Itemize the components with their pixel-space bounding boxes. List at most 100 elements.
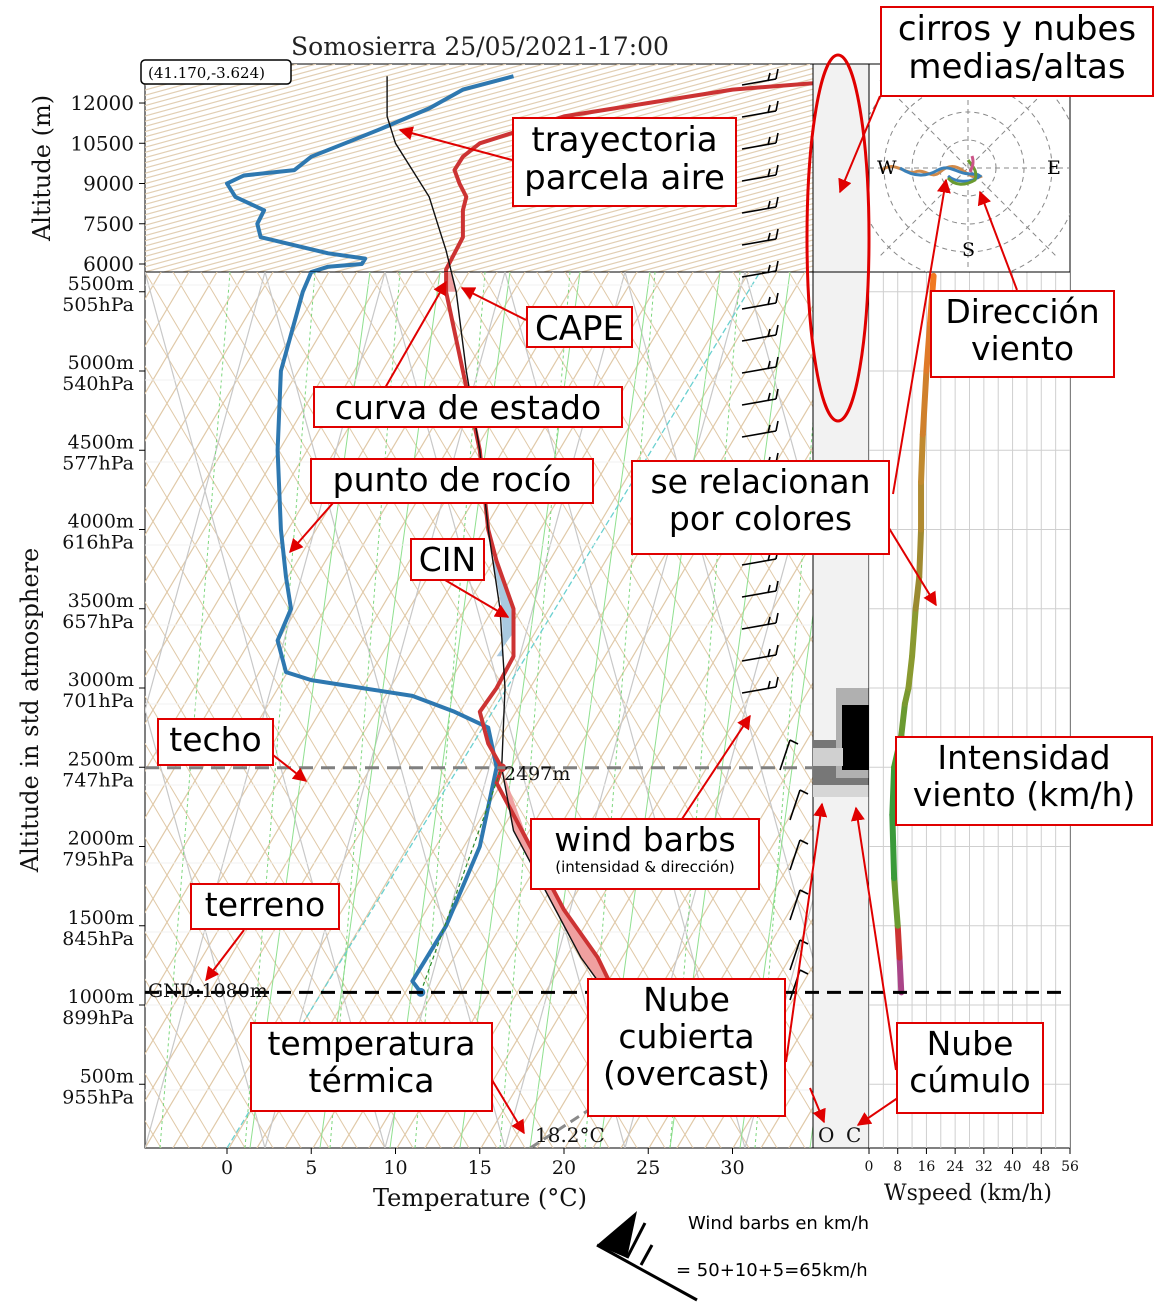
annotation-intensidad: Intensidad viento (km/h) bbox=[895, 736, 1153, 826]
annotation-nube-cubierta-text: Nube cubierta (overcast) bbox=[602, 980, 771, 1093]
wind-barb-low bbox=[789, 839, 809, 871]
annotation-intensidad-text: Intensidad viento (km/h) bbox=[912, 738, 1136, 814]
main-y-tick-m: 500m bbox=[80, 1065, 134, 1087]
dewpoint-line-1 bbox=[225, 74, 515, 272]
wind-barb bbox=[741, 100, 779, 118]
wind-barb-low bbox=[789, 889, 809, 921]
wind-barb bbox=[741, 292, 779, 310]
upper-y-tick-label: 9000 bbox=[83, 172, 134, 196]
annotation-windbarbs-text: wind barbs bbox=[554, 820, 736, 859]
upper-y-axis-label: Altitude (m) bbox=[28, 95, 56, 242]
wind-barb bbox=[741, 644, 779, 662]
main-y-tick-p: 505hPa bbox=[62, 294, 134, 316]
wind-speed-seg bbox=[918, 431, 926, 485]
main-y-tick-p: 955hPa bbox=[62, 1086, 134, 1108]
wind-barb-low bbox=[779, 739, 799, 771]
cloud-column bbox=[812, 63, 870, 1149]
annotation-trayectoria: trayectoria parcela aire bbox=[512, 117, 737, 207]
wind-axis-label: Wspeed (km/h) bbox=[884, 1181, 1052, 1206]
reference-lines bbox=[145, 766, 1063, 994]
coordinates-text: (41.170,-3.624) bbox=[148, 64, 265, 82]
legend-note-2: = 50+10+5=65km/h bbox=[676, 1260, 868, 1281]
ceiling-label: 2497m bbox=[504, 763, 570, 785]
main-y-tick-p: 657hPa bbox=[62, 611, 134, 633]
wind-speed-seg bbox=[898, 700, 908, 739]
wind-barb bbox=[741, 260, 779, 278]
wind-barb bbox=[741, 676, 779, 694]
wind-speed-seg bbox=[905, 653, 916, 691]
wind-barb bbox=[741, 420, 779, 438]
lcl-guide bbox=[420, 767, 503, 993]
annotation-temperatura: temperatura térmica bbox=[250, 1022, 493, 1112]
compass-south: S bbox=[962, 239, 975, 261]
wind-barb bbox=[741, 164, 779, 182]
wind-x-tick-label: 0 bbox=[865, 1159, 874, 1175]
wind-barb bbox=[741, 196, 779, 214]
wind-direction-compass: W E S bbox=[868, 63, 1071, 273]
x-tick-label: 15 bbox=[468, 1157, 492, 1179]
wind-speed-seg bbox=[923, 320, 934, 374]
main-y-tick-m: 1500m bbox=[68, 907, 134, 929]
annotation-curva: curva de estado bbox=[313, 386, 623, 428]
annotation-temperatura-text: temperatura térmica bbox=[267, 1024, 476, 1100]
x-tick-label: 10 bbox=[383, 1157, 407, 1179]
wind-barb bbox=[741, 612, 779, 630]
wind-x-tick-label: 40 bbox=[1004, 1159, 1022, 1175]
wind-x-tick-label: 8 bbox=[893, 1159, 902, 1175]
cloud-label-overcast: O bbox=[818, 1123, 834, 1147]
wind-speed-seg bbox=[891, 875, 901, 929]
upper-y-tick-label: 7500 bbox=[83, 212, 134, 236]
main-y-tick-p: 899hPa bbox=[62, 1007, 134, 1029]
parcel-line-1 bbox=[386, 76, 453, 272]
dewpoint-line-0 bbox=[275, 272, 499, 994]
annotation-terreno: terreno bbox=[190, 883, 340, 930]
annotation-cin: CIN bbox=[410, 538, 485, 581]
upper-y-tick-label: 6000 bbox=[83, 252, 134, 276]
main-y-axis-label: Altitude in std atmosphere bbox=[16, 548, 44, 874]
annotation-rocio-text: punto de rocío bbox=[332, 460, 572, 499]
parcel-line-0 bbox=[450, 272, 607, 993]
wind-barb-legend-icon bbox=[596, 1211, 698, 1302]
annotation-techo: techo bbox=[157, 718, 274, 766]
annotation-windbarbs-sub: (intensidad & dirección) bbox=[555, 857, 735, 876]
annotation-cape-text: CAPE bbox=[535, 309, 624, 349]
compass-east: E bbox=[1047, 157, 1061, 179]
annotation-nube-cumulo: Nube cúmulo bbox=[896, 1022, 1044, 1114]
ground-label: GND:1080m bbox=[148, 980, 268, 1002]
annotation-cirros: cirros y nubes medias/altas bbox=[880, 6, 1154, 97]
wind-speed-seg bbox=[889, 811, 898, 882]
wind-x-tick-label: 48 bbox=[1032, 1159, 1050, 1175]
coordinates-box: (41.170,-3.624) bbox=[140, 59, 292, 85]
wind-barb bbox=[741, 388, 779, 406]
x-tick-label: 30 bbox=[720, 1157, 744, 1179]
x-tick-label: 0 bbox=[221, 1157, 233, 1179]
wind-speed-seg bbox=[916, 526, 925, 581]
annotation-nube-cumulo-text: Nube cúmulo bbox=[909, 1024, 1031, 1100]
annotation-cape: CAPE bbox=[526, 306, 633, 348]
main-y-tick-p: 540hPa bbox=[62, 373, 134, 395]
annotation-nube-cubierta: Nube cubierta (overcast) bbox=[587, 978, 786, 1117]
wind-barb bbox=[741, 68, 779, 86]
cape-shade-top bbox=[446, 272, 457, 292]
wind-x-tick-label: 24 bbox=[946, 1159, 964, 1175]
legend-note-1: Wind barbs en km/h bbox=[688, 1213, 869, 1234]
upper-y-tick-label: 10500 bbox=[70, 131, 134, 155]
wind-barbs bbox=[741, 68, 809, 1001]
main-y-tick-p: 747hPa bbox=[62, 769, 134, 791]
thermal-dash bbox=[529, 1102, 599, 1148]
wind-x-tick-label: 56 bbox=[1061, 1159, 1079, 1175]
main-y-tick-p: 845hPa bbox=[62, 928, 134, 950]
axes: 0 5 10 15 20 25 30 0 8 16 24 32 40 48 56 12000 10500 9000… bbox=[62, 91, 1079, 1179]
main-y-tick-m: 2000m bbox=[68, 828, 134, 850]
wind-barb-low bbox=[789, 939, 809, 971]
wind-speed-seg bbox=[912, 574, 923, 612]
wind-speed-seg bbox=[919, 368, 930, 438]
annotation-cirros-text: cirros y nubes medias/altas bbox=[897, 9, 1137, 88]
upper-y-tick-label: 12000 bbox=[70, 91, 134, 115]
annotation-cin-text: CIN bbox=[418, 540, 477, 579]
annotation-terreno-text: terreno bbox=[204, 885, 326, 924]
main-y-tick-p: 795hPa bbox=[62, 849, 134, 871]
annotation-direccion-text: Dirección viento bbox=[945, 292, 1100, 368]
main-y-tick-m: 3500m bbox=[68, 590, 134, 612]
